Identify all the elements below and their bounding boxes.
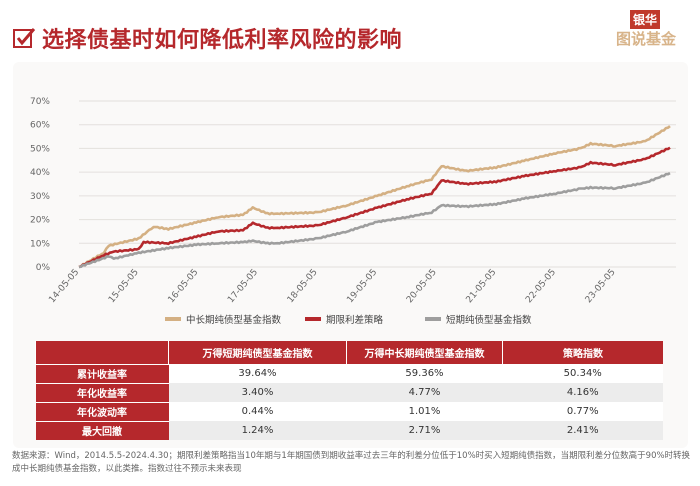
row-label: 年化波动率 — [35, 401, 169, 421]
page-title: 选择债基时如何降低利率风险的影响 — [12, 22, 402, 54]
y-tick-label: 20% — [30, 216, 50, 226]
table-header-cell: 策略指数 — [502, 341, 663, 364]
table-cell: 4.77% — [346, 383, 503, 402]
y-tick-label: 50% — [30, 144, 50, 154]
x-tick-label: 23-05-05 — [584, 268, 618, 306]
x-tick-label: 15-05-05 — [107, 268, 141, 306]
x-tick-label: 16-05-05 — [167, 268, 201, 306]
y-tick-label: 0% — [36, 263, 51, 273]
table-header-cell: 万得短期纯债型基金指数 — [168, 341, 347, 364]
table-cell: 4.16% — [502, 383, 663, 402]
x-tick-label: 20-05-05 — [405, 268, 439, 306]
legend-label: 短期纯债型基金指数 — [446, 314, 532, 326]
table-cell: 0.77% — [502, 402, 663, 421]
table-cell: 50.34% — [502, 364, 663, 383]
table-cell: 39.64% — [168, 364, 347, 383]
table-header-cell: 万得中长期纯债型基金指数 — [346, 341, 503, 364]
x-tick-label: 21-05-05 — [465, 268, 499, 306]
y-tick-label: 40% — [30, 168, 50, 178]
series-line — [78, 146, 671, 269]
brand-logo: 银华 图说基金 — [610, 10, 688, 52]
table-cell: 0.44% — [168, 402, 347, 421]
table-cell: 59.36% — [346, 364, 503, 383]
row-label: 累计收益率 — [35, 363, 169, 383]
y-tick-label: 10% — [30, 239, 50, 249]
table-header-cell — [35, 341, 169, 364]
table-row: 累计收益率 39.64% 59.36% 50.34% — [35, 363, 663, 383]
x-tick-label: 17-05-05 — [226, 268, 260, 306]
table-cell: 1.01% — [346, 402, 503, 421]
x-tick-label: 14-05-05 — [47, 268, 81, 306]
legend-label: 中长期纯债型基金指数 — [186, 314, 282, 326]
checkbox-checked-icon — [13, 28, 36, 48]
legend-label: 期限利差策略 — [326, 314, 384, 326]
stats-table: 万得短期纯债型基金指数 万得中长期纯债型基金指数 策略指数 累计收益率 39.6… — [35, 341, 663, 440]
table-row: 最大回撤 1.24% 2.71% 2.41% — [35, 420, 663, 440]
x-tick-label: 19-05-05 — [345, 268, 379, 306]
table-cell: 3.40% — [168, 383, 347, 402]
table-row: 年化波动率 0.44% 1.01% 0.77% — [35, 401, 663, 421]
row-label: 最大回撤 — [35, 420, 169, 440]
footnote: 数据来源：Wind，2014.5.5-2024.4.30；期限利差策略指当10年… — [12, 451, 691, 474]
series-line — [78, 171, 671, 269]
y-tick-label: 60% — [30, 121, 50, 131]
x-tick-label: 18-05-05 — [286, 268, 320, 306]
table-cell: 2.71% — [346, 421, 503, 440]
table-cell: 2.41% — [502, 421, 663, 440]
y-tick-label: 30% — [30, 192, 50, 202]
row-label: 年化收益率 — [35, 382, 169, 402]
x-tick-label: 22-05-05 — [524, 268, 558, 306]
title-text: 选择债基时如何降低利率风险的影响 — [42, 28, 403, 53]
table-row: 年化收益率 3.40% 4.77% 4.16% — [35, 382, 663, 402]
series-line — [78, 125, 671, 269]
table-cell: 1.24% — [168, 421, 347, 440]
y-tick-label: 70% — [30, 97, 50, 107]
line-chart: 0% 10% 20% 30% 40% 50% 60% 70% 14-05-05 15-05-05 1… — [30, 97, 676, 326]
